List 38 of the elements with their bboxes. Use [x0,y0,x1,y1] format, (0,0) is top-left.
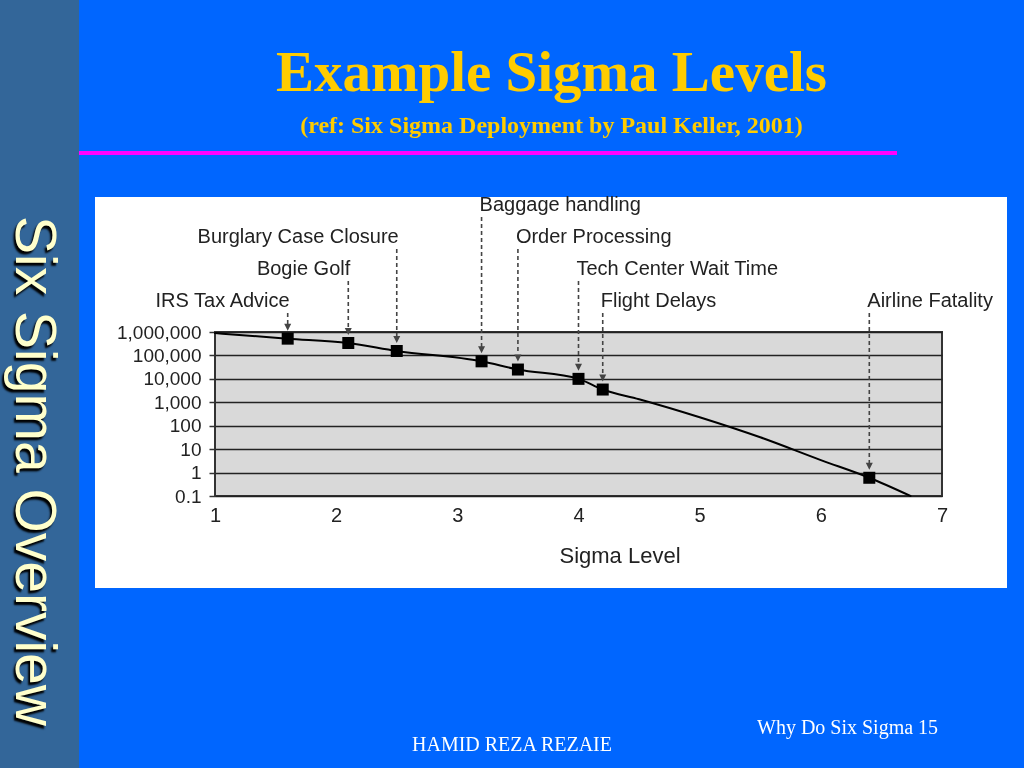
y-tick-label: 100 [169,415,202,437]
text: Six Sigma Overview [4,216,68,726]
point [342,336,355,349]
y-tick-label: 1,000,000 [116,321,202,343]
x-axis-title: Sigma Level [559,542,681,568]
x-tick-label: 3 [452,503,464,526]
point [596,383,609,396]
point [572,372,585,385]
text: Bogie Golf [256,257,351,279]
y-tick-label: 1 [190,462,202,484]
text: Burglary Case Closure [197,225,399,247]
point [390,344,403,357]
y-tick-label: 100,000 [132,344,202,366]
text: Baggage handling [479,193,641,215]
point [475,355,488,368]
text: Order Processing [515,225,672,247]
text: HAMID REZA REZAIE [411,733,613,755]
text: Flight Delays [600,289,717,311]
x-tick-label: 6 [815,503,827,526]
chart-title: Example Sigma Levels [275,40,828,104]
x-tick-label: 1 [209,503,222,526]
chart-subtitle: (ref: Six Sigma Deployment by Paul Keller, 2001) [299,111,804,139]
y-tick-label: 10 [180,438,202,460]
y-tick-label: 10,000 [143,368,202,390]
text: Tech Center Wait Time [576,257,779,279]
y-tick-label: 1,000 [153,391,202,413]
point [863,471,876,484]
y-tick-label: 0.1 [175,485,202,507]
text: Airline Fatality [867,289,993,311]
line-series [214,332,912,497]
x-tick-label: 7 [936,503,949,526]
point [281,332,294,345]
point [511,363,524,376]
x-tick-label: 5 [694,503,706,526]
text: Why Do Six Sigma 15 [757,716,939,738]
x-tick-label: 2 [331,503,343,526]
x-tick-label: 4 [573,503,585,526]
text: IRS Tax Advice [155,289,290,311]
